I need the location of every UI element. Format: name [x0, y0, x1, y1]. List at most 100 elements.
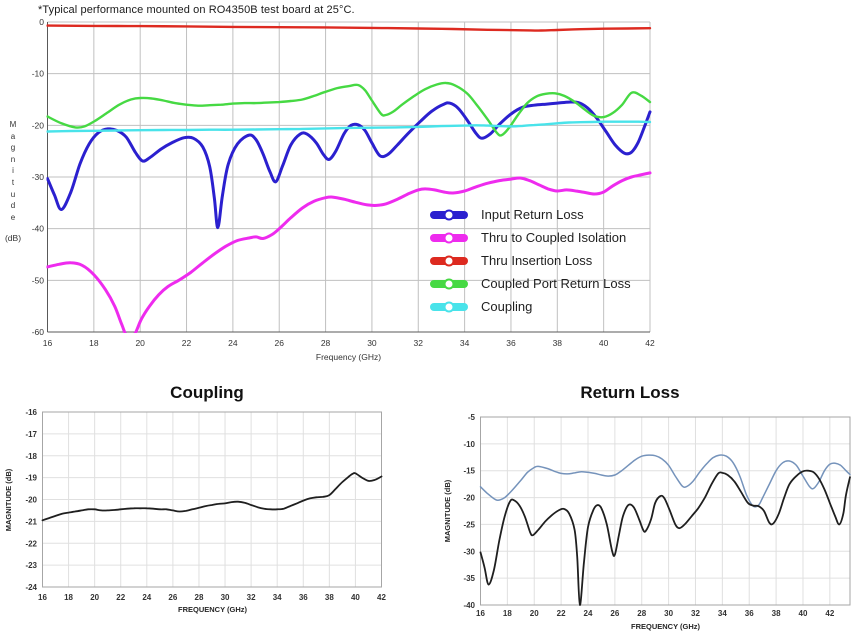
svg-text:-17: -17: [25, 430, 37, 439]
legend-line-marker: [430, 278, 468, 289]
legend-line-marker: [430, 255, 468, 266]
svg-text:38: 38: [772, 609, 781, 618]
svg-text:34: 34: [273, 593, 282, 602]
legend-item-thru-insertion-loss: Thru Insertion Loss: [430, 249, 631, 272]
svg-text:16: 16: [38, 593, 47, 602]
svg-text:22: 22: [557, 609, 566, 618]
svg-text:-22: -22: [25, 539, 37, 548]
svg-text:18: 18: [64, 593, 73, 602]
svg-text:34: 34: [460, 338, 470, 348]
svg-text:20: 20: [530, 609, 539, 618]
coupling-chart: 16 18 20 22 24 26 28 30 32 34 36 38 40 42 -16 -17 -18 -19…: [25, 408, 386, 602]
return-loss-x-axis-label: FREQUENCY (GHz): [630, 622, 701, 631]
svg-text:36: 36: [506, 338, 516, 348]
svg-text:18: 18: [89, 338, 99, 348]
svg-text:30: 30: [367, 338, 377, 348]
svg-text:28: 28: [321, 338, 331, 348]
svg-text:-10: -10: [32, 69, 45, 79]
svg-text:30: 30: [221, 593, 230, 602]
svg-text:-23: -23: [25, 561, 37, 570]
svg-text:26: 26: [274, 338, 284, 348]
svg-text:-25: -25: [463, 520, 475, 529]
main-chart-legend: Input Return Loss Thru to Coupled Isolat…: [430, 203, 631, 318]
return-loss-y-axis-label: MAGNITUDE (dB): [443, 479, 452, 543]
svg-text:-20: -20: [25, 496, 37, 505]
svg-text:-16: -16: [25, 408, 37, 417]
svg-text:22: 22: [182, 338, 192, 348]
coupling-chart-title: Coupling: [170, 383, 244, 402]
svg-text:-40: -40: [32, 224, 45, 234]
svg-text:40: 40: [351, 593, 360, 602]
svg-text:30: 30: [664, 609, 673, 618]
svg-text:-40: -40: [463, 601, 475, 610]
svg-text:20: 20: [90, 593, 99, 602]
svg-text:-50: -50: [32, 275, 45, 285]
svg-text:0: 0: [39, 17, 44, 27]
svg-text:18: 18: [503, 609, 512, 618]
svg-text:-20: -20: [463, 494, 475, 503]
svg-text:36: 36: [299, 593, 308, 602]
main-x-axis-label: Frequency (GHz): [315, 352, 382, 362]
svg-text:32: 32: [247, 593, 256, 602]
svg-text:42: 42: [377, 593, 386, 602]
svg-text:-18: -18: [25, 452, 37, 461]
chart-note: *Typical performance mounted on RO4350B …: [38, 4, 355, 16]
svg-text:-30: -30: [32, 172, 45, 182]
svg-text:42: 42: [825, 609, 834, 618]
legend-circle-marker: [443, 278, 455, 289]
svg-text:-5: -5: [468, 413, 476, 422]
svg-text:24: 24: [142, 593, 151, 602]
svg-text:32: 32: [691, 609, 700, 618]
svg-text:20: 20: [135, 338, 145, 348]
legend-item-coupling: Coupling: [430, 295, 631, 318]
svg-text:-15: -15: [463, 467, 475, 476]
main-y-axis-unit: (dB): [4, 233, 22, 243]
main-performance-chart: 16 18 20 22 24 26 28 30 32 34 36 38 40 42 0 -10 -20 -30 -4…: [32, 17, 655, 348]
svg-text:34: 34: [718, 609, 727, 618]
legend-label: Coupled Port Return Loss: [481, 276, 631, 291]
legend-circle-marker: [443, 209, 455, 220]
svg-text:16: 16: [476, 609, 485, 618]
svg-text:-21: -21: [25, 517, 37, 526]
svg-text:-24: -24: [25, 583, 37, 592]
svg-text:32: 32: [414, 338, 424, 348]
svg-text:38: 38: [325, 593, 334, 602]
svg-text:26: 26: [610, 609, 619, 618]
legend-label: Thru Insertion Loss: [481, 253, 593, 268]
svg-text:-20: -20: [32, 120, 45, 130]
svg-text:40: 40: [599, 338, 609, 348]
legend-label: Thru to Coupled Isolation: [481, 230, 627, 245]
legend-label: Coupling: [481, 299, 533, 314]
svg-text:-35: -35: [463, 574, 475, 583]
legend-circle-marker: [443, 232, 455, 243]
legend-item-coupled-port-return-loss: Coupled Port Return Loss: [430, 272, 631, 295]
svg-text:24: 24: [584, 609, 593, 618]
svg-text:-30: -30: [463, 547, 475, 556]
svg-text:22: 22: [116, 593, 125, 602]
svg-text:-10: -10: [463, 440, 475, 449]
svg-text:28: 28: [195, 593, 204, 602]
legend-item-thru-to-coupled-isolation: Thru to Coupled Isolation: [430, 226, 631, 249]
svg-text:38: 38: [553, 338, 563, 348]
svg-text:40: 40: [799, 609, 808, 618]
legend-item-input-return-loss: Input Return Loss: [430, 203, 631, 226]
legend-line-marker: [430, 232, 468, 243]
coupling-x-axis-label: FREQUENCY (GHz): [177, 605, 248, 614]
svg-text:36: 36: [745, 609, 754, 618]
legend-label: Input Return Loss: [481, 207, 584, 222]
legend-circle-marker: [443, 255, 455, 266]
svg-text:28: 28: [637, 609, 646, 618]
legend-line-marker: [430, 301, 468, 312]
svg-text:24: 24: [228, 338, 238, 348]
legend-line-marker: [430, 209, 468, 220]
svg-text:42: 42: [645, 338, 655, 348]
svg-text:-60: -60: [32, 327, 45, 337]
legend-circle-marker: [443, 301, 455, 312]
svg-text:16: 16: [43, 338, 53, 348]
return-loss-chart-title: Return Loss: [580, 383, 680, 402]
svg-text:26: 26: [168, 593, 177, 602]
svg-text:-19: -19: [25, 474, 37, 483]
